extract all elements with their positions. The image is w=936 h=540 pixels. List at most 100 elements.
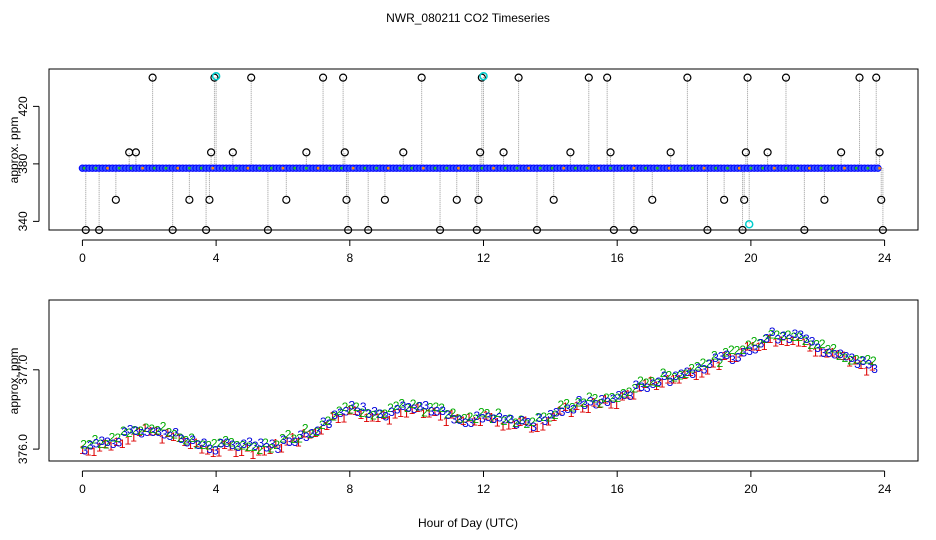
bottom-series-2-point: 2 bbox=[580, 396, 587, 410]
top-baseline-accent bbox=[562, 166, 566, 170]
top-baseline-accent bbox=[433, 166, 437, 170]
top-baseline-accent bbox=[878, 166, 881, 170]
bottom-series-1-point: 1 bbox=[477, 415, 484, 429]
top-baseline-accent bbox=[269, 166, 273, 170]
bottom-series-3-point: 3 bbox=[201, 436, 208, 450]
top-outlier-point bbox=[435, 225, 445, 235]
top-baseline-accent bbox=[152, 166, 156, 170]
top-baseline-accent bbox=[574, 166, 577, 170]
top-baseline-accent bbox=[82, 166, 86, 170]
bottom-series-3-point: 3 bbox=[689, 367, 696, 381]
bottom-series-1-point: 1 bbox=[125, 434, 132, 448]
bottom-series-3-point: 3 bbox=[411, 402, 418, 416]
bottom-series-2-point: 2 bbox=[302, 422, 309, 436]
top-baseline-accent bbox=[609, 166, 612, 170]
top-outlier-point bbox=[201, 225, 211, 235]
bottom-series-3-point: 3 bbox=[536, 411, 543, 425]
bottom-series-1-point: 1 bbox=[647, 374, 654, 388]
bottom-series-3-point: 3 bbox=[98, 434, 105, 448]
top-outlier-point bbox=[185, 195, 194, 204]
top-cyan-point bbox=[744, 220, 754, 229]
top-outlier-point bbox=[477, 73, 486, 82]
bottom-series-1-point: 1 bbox=[244, 440, 251, 454]
top-baseline-accent bbox=[223, 166, 226, 170]
bottom-series-1-point: 1 bbox=[323, 419, 330, 433]
bottom-series-2-point: 2 bbox=[313, 425, 320, 439]
chart-title: NWR_080211 CO2 Timeseries bbox=[386, 11, 550, 25]
bottom-series-3-point: 3 bbox=[269, 437, 276, 451]
bottom-series-3-point: 3 bbox=[348, 398, 355, 412]
top-baseline-accent bbox=[726, 166, 729, 170]
bottom-series-1-point: 1 bbox=[448, 408, 455, 422]
bottom-series-1-point: 1 bbox=[568, 406, 575, 420]
bottom-series-1-point: 1 bbox=[420, 407, 427, 421]
bottom-series-2-point: 2 bbox=[609, 390, 616, 404]
top-x-axis: 0 4 8 12 16 20 24 bbox=[79, 239, 892, 265]
top-x-tick-label: 8 bbox=[346, 251, 353, 265]
bottom-series-2-point: 2 bbox=[194, 437, 201, 451]
bottom-series-1-point: 1 bbox=[176, 431, 183, 445]
bottom-series-3-point: 3 bbox=[542, 414, 549, 428]
bottom-series-1-point: 1 bbox=[159, 432, 166, 446]
bottom-series-2-point: 2 bbox=[461, 411, 468, 425]
bottom-series-2-point: 2 bbox=[268, 442, 275, 456]
bottom-series-1-point: 1 bbox=[357, 408, 364, 422]
bottom-series-2-point: 2 bbox=[131, 424, 138, 438]
bottom-series-3-point: 3 bbox=[87, 439, 94, 453]
bottom-series-2-point: 2 bbox=[603, 391, 610, 405]
top-y-tick-label: 380 bbox=[16, 154, 30, 174]
bottom-series-1-point: 1 bbox=[522, 414, 529, 428]
bottom-series-3-point: 3 bbox=[206, 442, 213, 456]
top-baseline-accent bbox=[480, 166, 484, 170]
bottom-series-3-point: 3 bbox=[394, 403, 401, 417]
bottom-series-3-point: 3 bbox=[354, 405, 361, 419]
bottom-series-1-point: 1 bbox=[806, 341, 813, 355]
bottom-series-2-point: 2 bbox=[506, 412, 513, 426]
top-outlier-point bbox=[399, 148, 408, 157]
bottom-series-2-point: 2 bbox=[808, 338, 815, 352]
bottom-series-2-point: 2 bbox=[279, 431, 286, 445]
bottom-series-2-point: 2 bbox=[325, 414, 332, 428]
bottom-series-1-point: 1 bbox=[863, 365, 870, 379]
top-outlier-point bbox=[609, 225, 618, 235]
bottom-series-2-point: 2 bbox=[80, 438, 87, 452]
bottom-series-3-point: 3 bbox=[718, 350, 725, 364]
bottom-series-2-point: 2 bbox=[109, 431, 116, 445]
bottom-x-tick-label: 4 bbox=[213, 482, 220, 496]
bottom-x-tick-label: 0 bbox=[79, 482, 86, 496]
bottom-series-1-point: 1 bbox=[596, 397, 603, 411]
bottom-series-2-point: 2 bbox=[330, 409, 337, 423]
bottom-series-3-point: 3 bbox=[451, 412, 458, 426]
bottom-series-3-point: 3 bbox=[314, 424, 321, 438]
bottom-series-1-point: 1 bbox=[710, 356, 717, 370]
bottom-series-1-point: 1 bbox=[318, 424, 325, 438]
bottom-series-1-point: 1 bbox=[693, 369, 700, 383]
top-baseline-accent bbox=[117, 166, 121, 170]
top-baseline-accent bbox=[340, 166, 343, 170]
bottom-series-2-point: 2 bbox=[478, 406, 485, 420]
bottom-series-2-point: 2 bbox=[308, 427, 315, 441]
bottom-series-3-point: 3 bbox=[280, 433, 287, 447]
top-baseline-accent bbox=[538, 166, 542, 170]
bottom-series-3-point: 3 bbox=[326, 417, 333, 431]
top-baseline-accent bbox=[328, 166, 332, 170]
bottom-series-3-point: 3 bbox=[127, 423, 134, 437]
top-outlier-point bbox=[210, 73, 219, 82]
bottom-series-2-point: 2 bbox=[126, 426, 133, 440]
bottom-series-2-point: 2 bbox=[785, 328, 792, 342]
top-outlier-point bbox=[720, 195, 729, 204]
bottom-series-3-point: 3 bbox=[405, 401, 412, 415]
bottom-series-2-point: 2 bbox=[620, 387, 627, 401]
bottom-x-tick-label: 20 bbox=[744, 482, 758, 496]
top-baseline-accent bbox=[620, 166, 624, 170]
bottom-series-1-point: 1 bbox=[79, 443, 86, 457]
bottom-series-3-point: 3 bbox=[121, 425, 128, 439]
bottom-series-3-point: 3 bbox=[110, 437, 117, 451]
top-baseline-accent bbox=[690, 166, 694, 170]
bottom-series-2-point: 2 bbox=[847, 354, 854, 368]
top-outlier-point bbox=[629, 225, 639, 235]
top-outlier-point bbox=[603, 73, 612, 82]
bottom-series-2-point: 2 bbox=[444, 407, 451, 421]
bottom-series-1-point: 1 bbox=[363, 411, 370, 425]
